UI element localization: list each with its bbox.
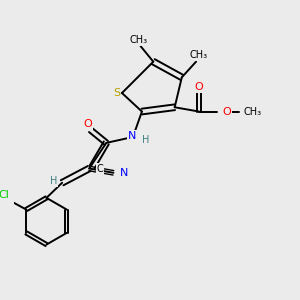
Text: N: N <box>128 131 136 141</box>
Text: C: C <box>97 164 104 174</box>
Text: Cl: Cl <box>0 190 10 200</box>
Text: O: O <box>83 119 92 129</box>
Text: CH₃: CH₃ <box>130 35 148 45</box>
Text: O: O <box>223 106 231 116</box>
Text: N: N <box>120 168 128 178</box>
Text: CH₃: CH₃ <box>189 50 207 60</box>
Text: S: S <box>113 88 120 98</box>
Text: O: O <box>194 82 203 92</box>
Text: H: H <box>50 176 57 186</box>
Text: CH₃: CH₃ <box>244 106 262 116</box>
Text: H: H <box>142 135 149 145</box>
